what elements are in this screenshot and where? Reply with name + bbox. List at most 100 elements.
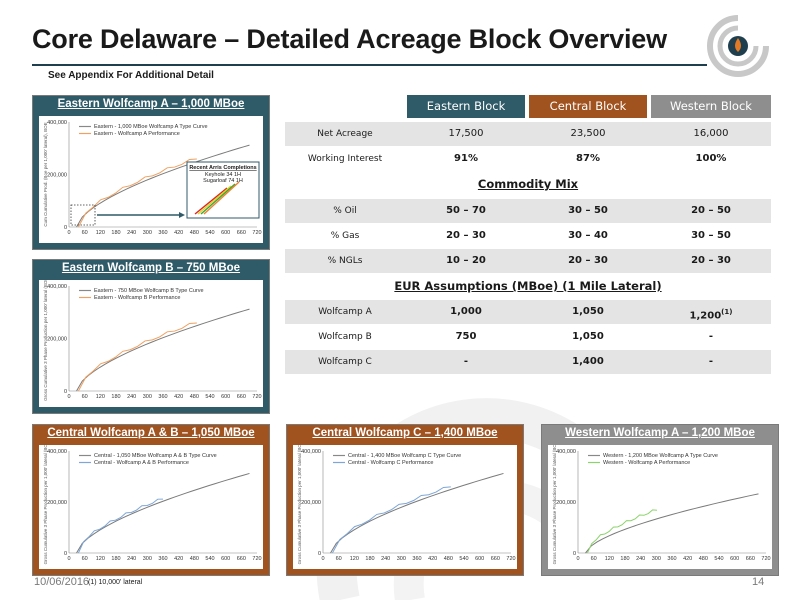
panel-title: Central Wolfcamp A & B – 1,050 MBoe xyxy=(47,427,255,439)
chart-svg: 400,000 200,000 00 60 120 180 240 300 360 420 480 5… xyxy=(43,445,262,564)
cell-value: 1,200 xyxy=(689,310,722,322)
x-tick-label: 240 xyxy=(127,556,136,562)
y-tick-label: 0 xyxy=(64,551,67,557)
cell-eastern: 10 – 20 xyxy=(446,255,486,266)
y-tick-label: 200,000 xyxy=(47,173,67,179)
performance-line xyxy=(331,486,451,554)
chart-western-wolfcamp-a: 400,000 200,000 0 0 60 120 180 240 300 360 420 480 5… xyxy=(548,445,772,569)
x-tick-label: 0 xyxy=(67,230,70,236)
arrow-head-icon xyxy=(179,212,185,218)
row-wolfcamp-b: Wolfcamp B 750 1,050 - xyxy=(285,325,771,349)
x-tick-label: 480 xyxy=(190,556,199,562)
x-tick-label: 660 xyxy=(746,556,755,562)
x-tick-label: 720 xyxy=(252,394,261,400)
x-tick-label: 0 xyxy=(67,394,70,400)
row-working-interest: Working Interest 91% 87% 100% xyxy=(285,147,771,171)
x-tick-label: 180 xyxy=(111,230,120,236)
footnote: (1) 10,000' lateral xyxy=(88,579,143,586)
row-label: Wolfcamp B xyxy=(318,332,372,342)
type-curve-line xyxy=(76,144,250,228)
cell-western: 30 – 50 xyxy=(691,230,731,241)
x-tick-label: 300 xyxy=(143,394,152,400)
cell-eastern: 750 xyxy=(455,331,477,342)
x-tick-label: 120 xyxy=(605,556,614,562)
cell-central: 23,500 xyxy=(570,128,606,139)
x-tick-label: 600 xyxy=(730,556,739,562)
y-tick-label: 0 xyxy=(64,225,67,231)
row-ngls: % NGLs 10 – 20 20 – 30 20 – 30 xyxy=(285,249,771,273)
y-tick-label: 200,000 xyxy=(556,500,576,506)
chart-central-wolfcamp-c: 400,000 200,000 0 0 60 120 180 240 300 360 420 480 5… xyxy=(293,445,517,569)
x-tick-label: 180 xyxy=(111,394,120,400)
x-tick-label: 300 xyxy=(143,556,152,562)
title-rule xyxy=(32,64,707,66)
x-tick-label: 600 xyxy=(221,394,230,400)
inset-well-label: Sugarloaf 74 1H xyxy=(203,178,243,184)
panel-eastern-wolfcamp-a: Eastern Wolfcamp A – 1,000 MBoe 400,000 2… xyxy=(32,95,270,250)
x-tick-label: 660 xyxy=(491,556,500,562)
x-tick-label: 420 xyxy=(683,556,692,562)
row-label: Wolfcamp A xyxy=(318,307,372,317)
x-tick-label: 540 xyxy=(205,556,214,562)
cell-western: - xyxy=(708,356,714,367)
type-curve-line xyxy=(76,308,250,392)
x-tick-label: 540 xyxy=(205,394,214,400)
cell-eastern: 50 – 70 xyxy=(446,205,486,216)
y-tick-label: 400,000 xyxy=(47,449,67,455)
panel-title: Western Wolfcamp A – 1,200 MBoe xyxy=(565,427,755,439)
y-tick-label: 400,000 xyxy=(47,284,67,290)
x-tick-label: 360 xyxy=(412,556,421,562)
cell-eastern: 20 – 30 xyxy=(446,230,486,241)
performance-line xyxy=(586,509,658,554)
cell-eastern: 91% xyxy=(454,153,478,164)
row-wolfcamp-c: Wolfcamp C - 1,400 - xyxy=(285,350,771,374)
row-gas: % Gas 20 – 30 30 – 40 30 – 50 xyxy=(285,224,771,248)
x-tick-label: 660 xyxy=(237,394,246,400)
y-tick-label: 400,000 xyxy=(556,449,576,455)
cell-western: 16,000 xyxy=(693,128,729,139)
chart-svg: 400,000 200,000 00 60 120 180 240 300 360 420 480 5… xyxy=(297,445,516,564)
x-tick-label: 600 xyxy=(221,230,230,236)
legend-label: Eastern - 1,000 MBoe Wolfcamp A Type Cur… xyxy=(94,124,208,130)
cell-eastern: 1,000 xyxy=(450,306,482,317)
row-label: % NGLs xyxy=(327,256,363,266)
y-tick-label: 0 xyxy=(573,551,576,557)
x-tick-label: 480 xyxy=(699,556,708,562)
x-tick-label: 600 xyxy=(475,556,484,562)
legend-label: Eastern - Wolfcamp B Performance xyxy=(94,295,180,301)
x-tick-label: 360 xyxy=(158,556,167,562)
x-tick-label: 120 xyxy=(96,394,105,400)
x-tick-label: 480 xyxy=(444,556,453,562)
x-tick-label: 180 xyxy=(111,556,120,562)
chart-svg: 400,000 200,000 00 60 120 180 240 300 360 420 480 5… xyxy=(552,445,771,564)
panel-western-wolfcamp-a: Western Wolfcamp A – 1,200 MBoe 400,000 2… xyxy=(541,424,779,576)
type-curve-line xyxy=(585,493,759,554)
chart-svg: 400,000 200,000 00 60 120 180 240 300 360 420 480 5… xyxy=(43,120,262,236)
type-curve-line xyxy=(76,472,250,554)
panel-title: Central Wolfcamp C – 1,400 MBoe xyxy=(312,427,498,439)
x-tick-label: 300 xyxy=(143,230,152,236)
performance-line xyxy=(77,498,164,554)
cell-central: 87% xyxy=(576,153,600,164)
x-tick-label: 360 xyxy=(667,556,676,562)
panel-central-wolfcamp-ab: Central Wolfcamp A & B – 1,050 MBoe 400,… xyxy=(32,424,270,576)
slide-subtitle: See Appendix For Additional Detail xyxy=(48,70,214,81)
y-tick-label: 0 xyxy=(64,389,67,395)
cell-eastern: 17,500 xyxy=(448,128,484,139)
cell-western: 1,200(1) xyxy=(651,300,771,324)
x-tick-label: 420 xyxy=(428,556,437,562)
x-tick-label: 420 xyxy=(174,556,183,562)
cell-eastern: - xyxy=(463,356,469,367)
x-tick-label: 240 xyxy=(636,556,645,562)
company-logo-icon xyxy=(707,15,769,77)
x-tick-label: 60 xyxy=(82,556,88,562)
row-oil: % Oil 50 – 70 30 – 50 20 – 50 xyxy=(285,199,771,223)
x-tick-label: 720 xyxy=(506,556,515,562)
x-tick-label: 720 xyxy=(252,556,261,562)
cell-central: 30 – 40 xyxy=(568,230,608,241)
x-tick-label: 720 xyxy=(252,230,261,236)
row-label: Net Acreage xyxy=(317,129,373,139)
x-tick-label: 120 xyxy=(96,556,105,562)
header-western-block: Western Block xyxy=(651,95,771,118)
cell-central: 1,400 xyxy=(572,356,604,367)
